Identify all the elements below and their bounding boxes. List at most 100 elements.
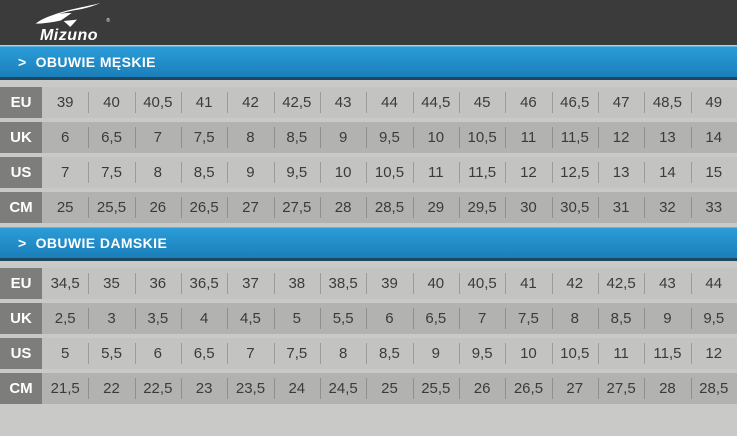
size-cell: 9 [412, 338, 459, 369]
size-cell: 9,5 [366, 122, 412, 153]
size-sections: > OBUWIE MĘSKIE EU 39 40 40,5 41 42 42,5 43 44 44,5… [0, 46, 737, 404]
mizuno-logo: ® Mizuno [30, 1, 110, 44]
size-cell: 9 [227, 157, 273, 188]
size-cells: 25 25,5 26 26,5 27 27,5 28 28,5 29 29,5 30 30,5 31 32… [42, 192, 737, 223]
size-cell: 33 [690, 192, 737, 223]
row-label: CM [0, 373, 42, 404]
size-cell: 7 [134, 122, 181, 153]
size-cell: 10,5 [366, 157, 412, 188]
size-cell: 26,5 [505, 373, 551, 404]
size-cell: 44,5 [412, 87, 459, 118]
size-cell: 14 [644, 157, 690, 188]
size-cell: 12,5 [551, 157, 598, 188]
section: > OBUWIE DAMSKIE EU 34,5 35 36 36,5 37 38 38,5 39 4… [0, 227, 737, 404]
chevron-icon: > [18, 54, 27, 70]
size-cells: 5 5,5 6 6,5 7 7,5 8 8,5 9 9,5 10 10,5 11 11,5 12 [42, 338, 737, 369]
size-cell: 29,5 [458, 192, 505, 223]
size-cell: 10 [319, 157, 366, 188]
size-cell: 3 [88, 303, 134, 334]
size-cell: 42 [551, 268, 598, 299]
size-cell: 44 [366, 87, 412, 118]
size-cell: 6,5 [180, 338, 227, 369]
row-label: EU [0, 87, 42, 118]
size-cell: 13 [597, 157, 644, 188]
size-cell: 11,5 [551, 122, 598, 153]
section-header[interactable]: > OBUWIE DAMSKIE [0, 227, 737, 261]
section-header[interactable]: > OBUWIE MĘSKIE [0, 46, 737, 80]
size-cells: 6 6,5 7 7,5 8 8,5 9 9,5 10 10,5 11 11,5 12 13 14 [42, 122, 737, 153]
size-cell: 7 [227, 338, 273, 369]
size-cell: 48,5 [644, 87, 690, 118]
size-cell: 5,5 [88, 338, 134, 369]
size-cell: 39 [366, 268, 412, 299]
size-cell: 46 [505, 87, 551, 118]
size-cell: 36,5 [180, 268, 227, 299]
size-row: UK 6 6,5 7 7,5 8 8,5 9 9,5 10 10,5 11 11,5 12 13 14 [0, 122, 737, 153]
size-cell: 9 [644, 303, 690, 334]
size-cell: 28,5 [366, 192, 412, 223]
size-cell: 8 [551, 303, 598, 334]
size-row: CM 25 25,5 26 26,5 27 27,5 28 28,5 29 29,5 30 30,5 31… [0, 192, 737, 223]
row-label: UK [0, 122, 42, 153]
section-title: OBUWIE DAMSKIE [35, 235, 168, 251]
size-cell: 43 [644, 268, 690, 299]
row-label: US [0, 157, 42, 188]
size-cell: 6 [60, 129, 70, 146]
size-row: EU 39 40 40,5 41 42 42,5 43 44 44,5 45 46 46,5 47 48,5… [0, 87, 737, 118]
size-cell: 40,5 [458, 268, 505, 299]
size-cell: 9,5 [273, 157, 320, 188]
size-cell: 49 [690, 87, 737, 118]
size-cell: 22,5 [134, 373, 181, 404]
section: > OBUWIE MĘSKIE EU 39 40 40,5 41 42 42,5 43 44 44,5… [0, 46, 737, 223]
size-cell: 11 [505, 122, 551, 153]
size-cell: 11,5 [644, 338, 690, 369]
size-cell: 40 [412, 268, 459, 299]
size-cell: 7,5 [88, 157, 134, 188]
mizuno-runbird-icon [35, 3, 101, 27]
size-cell: 24 [273, 373, 320, 404]
size-cell: 28 [644, 373, 690, 404]
row-label: US [0, 338, 42, 369]
size-cell: 35 [88, 268, 134, 299]
size-cell: 32 [644, 192, 690, 223]
size-cell: 4,5 [227, 303, 273, 334]
size-rows: EU 39 40 40,5 41 42 42,5 43 44 44,5 45 46 46,5 47 48,5… [0, 80, 737, 223]
size-cell: 6 [134, 338, 181, 369]
size-cell: 10,5 [551, 338, 598, 369]
size-cell: 9,5 [458, 338, 505, 369]
size-cell: 40 [88, 87, 134, 118]
size-cell: 41 [505, 268, 551, 299]
size-cell: 22 [88, 373, 134, 404]
size-cell: 38,5 [319, 268, 366, 299]
size-cell: 27,5 [273, 192, 320, 223]
size-cell: 30,5 [551, 192, 598, 223]
size-cell: 15 [690, 157, 737, 188]
size-cell: 8 [134, 157, 181, 188]
size-cell: 10 [505, 338, 551, 369]
size-cell: 39 [56, 94, 74, 111]
size-cell: 42 [227, 87, 273, 118]
size-cell: 10,5 [458, 122, 505, 153]
size-cell: 7,5 [273, 338, 320, 369]
size-cell: 9 [319, 122, 366, 153]
size-cell: 46,5 [551, 87, 598, 118]
size-cell: 38 [273, 268, 320, 299]
size-cell: 23 [180, 373, 227, 404]
size-cell: 25,5 [88, 192, 134, 223]
size-row: UK 2,5 3 3,5 4 4,5 5 5,5 6 6,5 7 7,5 8 8,5 9 9,5 [0, 303, 737, 334]
size-cell: 23,5 [227, 373, 273, 404]
size-cell: 42,5 [273, 87, 320, 118]
size-cell: 40,5 [134, 87, 181, 118]
size-cell: 31 [597, 192, 644, 223]
size-cell: 21,5 [50, 380, 80, 397]
size-cell: 26,5 [180, 192, 227, 223]
size-row: CM 21,5 22 22,5 23 23,5 24 24,5 25 25,5 26 26,5 27 27… [0, 373, 737, 404]
size-cell: 41 [180, 87, 227, 118]
size-rows: EU 34,5 35 36 36,5 37 38 38,5 39 40 40,5 41 42 42,5 43… [0, 261, 737, 404]
size-cell: 25,5 [412, 373, 459, 404]
row-label: UK [0, 303, 42, 334]
size-cell: 8 [319, 338, 366, 369]
size-cell: 26 [458, 373, 505, 404]
section-title: OBUWIE MĘSKIE [35, 54, 156, 70]
